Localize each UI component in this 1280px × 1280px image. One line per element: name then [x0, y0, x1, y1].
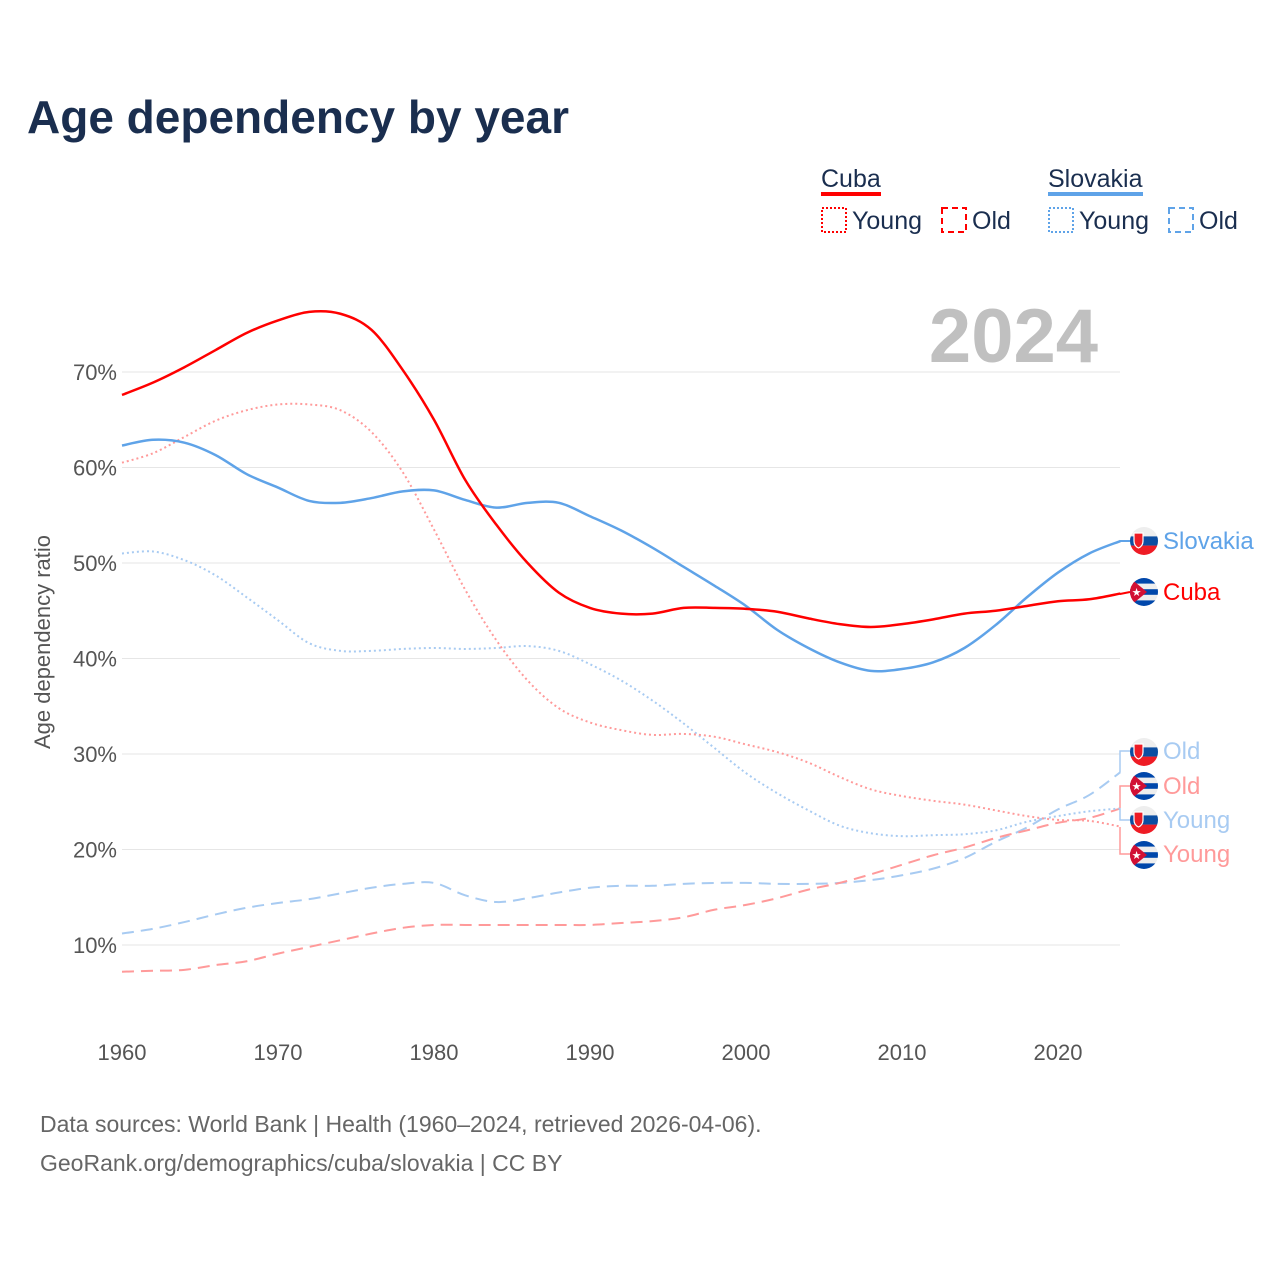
legend-slovakia-young-label: Young — [1079, 207, 1149, 235]
leader-cuba-young — [1119, 827, 1130, 855]
y-tick-label: 40% — [73, 647, 117, 672]
series-line-cuba_young — [121, 402, 1121, 828]
legend: Cuba Young Old Slovakia Young Old — [821, 165, 1238, 235]
cuba-flag-icon — [1130, 772, 1158, 800]
y-axis-label: Age dependency ratio — [30, 535, 55, 749]
footer-sources: Data sources: World Bank | Health (1960–… — [40, 1111, 762, 1137]
series-line-slovakia_young — [121, 550, 1121, 838]
series-line-cuba_old — [121, 807, 1121, 973]
legend-slovakia-label: Slovakia — [1048, 165, 1143, 193]
slovakia-flag-icon — [1130, 806, 1158, 835]
y-tick-label: 30% — [73, 742, 117, 767]
year-display: 2024 — [929, 294, 1098, 379]
series-line-cuba_total — [121, 309, 1121, 629]
x-tick-label: 1980 — [410, 1040, 459, 1065]
leader-slovakia-young — [1119, 808, 1130, 821]
x-tick-label: 2000 — [722, 1040, 771, 1065]
series-lines — [121, 309, 1121, 973]
x-tick-label: 2010 — [878, 1040, 927, 1065]
label-cuba-total: Cuba — [1163, 579, 1221, 606]
y-tick-label: 10% — [73, 933, 117, 958]
leader-cuba-old — [1119, 785, 1130, 808]
series-line-slovakia_total — [121, 438, 1121, 673]
cuba-flag-icon — [1130, 841, 1158, 869]
cuba-flag-icon — [1130, 578, 1158, 606]
x-tick-label: 1960 — [98, 1040, 147, 1065]
label-slovakia-old: Old — [1163, 738, 1200, 765]
legend-slovakia-young-swatch — [1048, 207, 1074, 233]
legend-cuba-old-label: Old — [972, 207, 1011, 235]
label-cuba-old: Old — [1163, 773, 1200, 800]
series-line-slovakia_old — [121, 771, 1121, 935]
label-slovakia-young: Young — [1163, 807, 1230, 834]
label-cuba-young: Young — [1163, 841, 1230, 868]
y-axis-ticks: 10% 20% 30% 40% 50% 60% 70% — [73, 360, 117, 958]
legend-cuba-young-label: Young — [852, 207, 922, 235]
chart-title: Age dependency by year — [27, 91, 569, 143]
y-tick-label: 60% — [73, 456, 117, 481]
x-axis-ticks: 1960 1970 1980 1990 2000 2010 2020 — [98, 1040, 1083, 1065]
footer-link[interactable]: GeoRank.org/demographics/cuba/slovakia |… — [40, 1150, 562, 1176]
end-labels: Slovakia Cuba Old Old Young Young — [1119, 527, 1254, 869]
y-tick-label: 20% — [73, 838, 117, 863]
legend-slovakia-old-label: Old — [1199, 207, 1238, 235]
slovakia-flag-icon — [1130, 527, 1158, 556]
leader-cuba-total — [1119, 591, 1131, 595]
legend-cuba-label: Cuba — [821, 165, 881, 193]
x-tick-label: 2020 — [1034, 1040, 1083, 1065]
legend-slovakia-line — [1048, 192, 1143, 196]
legend-cuba-old-swatch — [941, 207, 967, 233]
x-tick-label: 1970 — [254, 1040, 303, 1065]
slovakia-flag-icon — [1130, 738, 1158, 767]
legend-slovakia-old-swatch — [1168, 207, 1194, 233]
gridlines — [122, 371, 1120, 946]
leader-slovakia-old — [1119, 750, 1130, 772]
y-tick-label: 50% — [73, 551, 117, 576]
legend-cuba-young-swatch — [821, 207, 847, 233]
legend-cuba-line — [821, 192, 881, 196]
label-slovakia-total: Slovakia — [1163, 528, 1254, 555]
y-tick-label: 70% — [73, 360, 117, 385]
x-tick-label: 1990 — [566, 1040, 615, 1065]
